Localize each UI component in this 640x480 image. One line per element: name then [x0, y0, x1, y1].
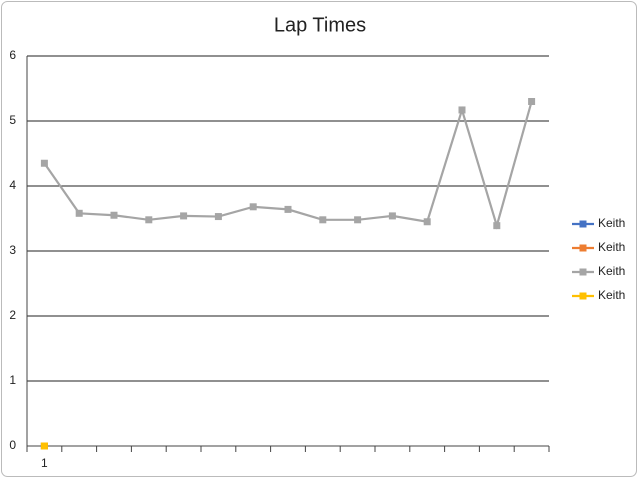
legend-marker: [579, 220, 587, 228]
legend-label: Keith: [598, 288, 625, 302]
point-marker: [145, 216, 153, 224]
legend-marker: [579, 244, 587, 252]
y-tick-label: 3: [9, 243, 16, 257]
point-marker: [180, 212, 188, 220]
legend-label: Keith: [598, 216, 625, 230]
point-marker: [528, 98, 536, 105]
point-marker: [214, 213, 222, 221]
point-marker: [388, 212, 396, 220]
point-marker: [319, 216, 327, 224]
legend-label: Keith: [598, 240, 625, 254]
point-marker: [423, 218, 431, 226]
y-tick-label: 6: [9, 48, 16, 62]
x-tick-label: 1: [41, 456, 48, 470]
point-marker: [249, 203, 257, 211]
point-marker: [458, 106, 466, 114]
point-marker: [284, 205, 292, 213]
chart-title: Lap Times: [274, 14, 366, 36]
point-marker: [493, 222, 501, 230]
legend-marker: [579, 268, 587, 276]
point-marker: [354, 216, 362, 224]
y-tick-label: 0: [9, 438, 16, 452]
point-marker: [110, 211, 118, 219]
point-marker: [40, 159, 48, 167]
point-marker: [75, 209, 83, 217]
legend-marker: [579, 292, 587, 300]
point-marker: [40, 442, 48, 450]
y-tick-label: 4: [9, 178, 16, 192]
legend-label: Keith: [598, 264, 625, 278]
y-tick-label: 5: [9, 113, 16, 127]
y-tick-label: 1: [9, 373, 16, 387]
y-tick-label: 2: [9, 308, 16, 322]
